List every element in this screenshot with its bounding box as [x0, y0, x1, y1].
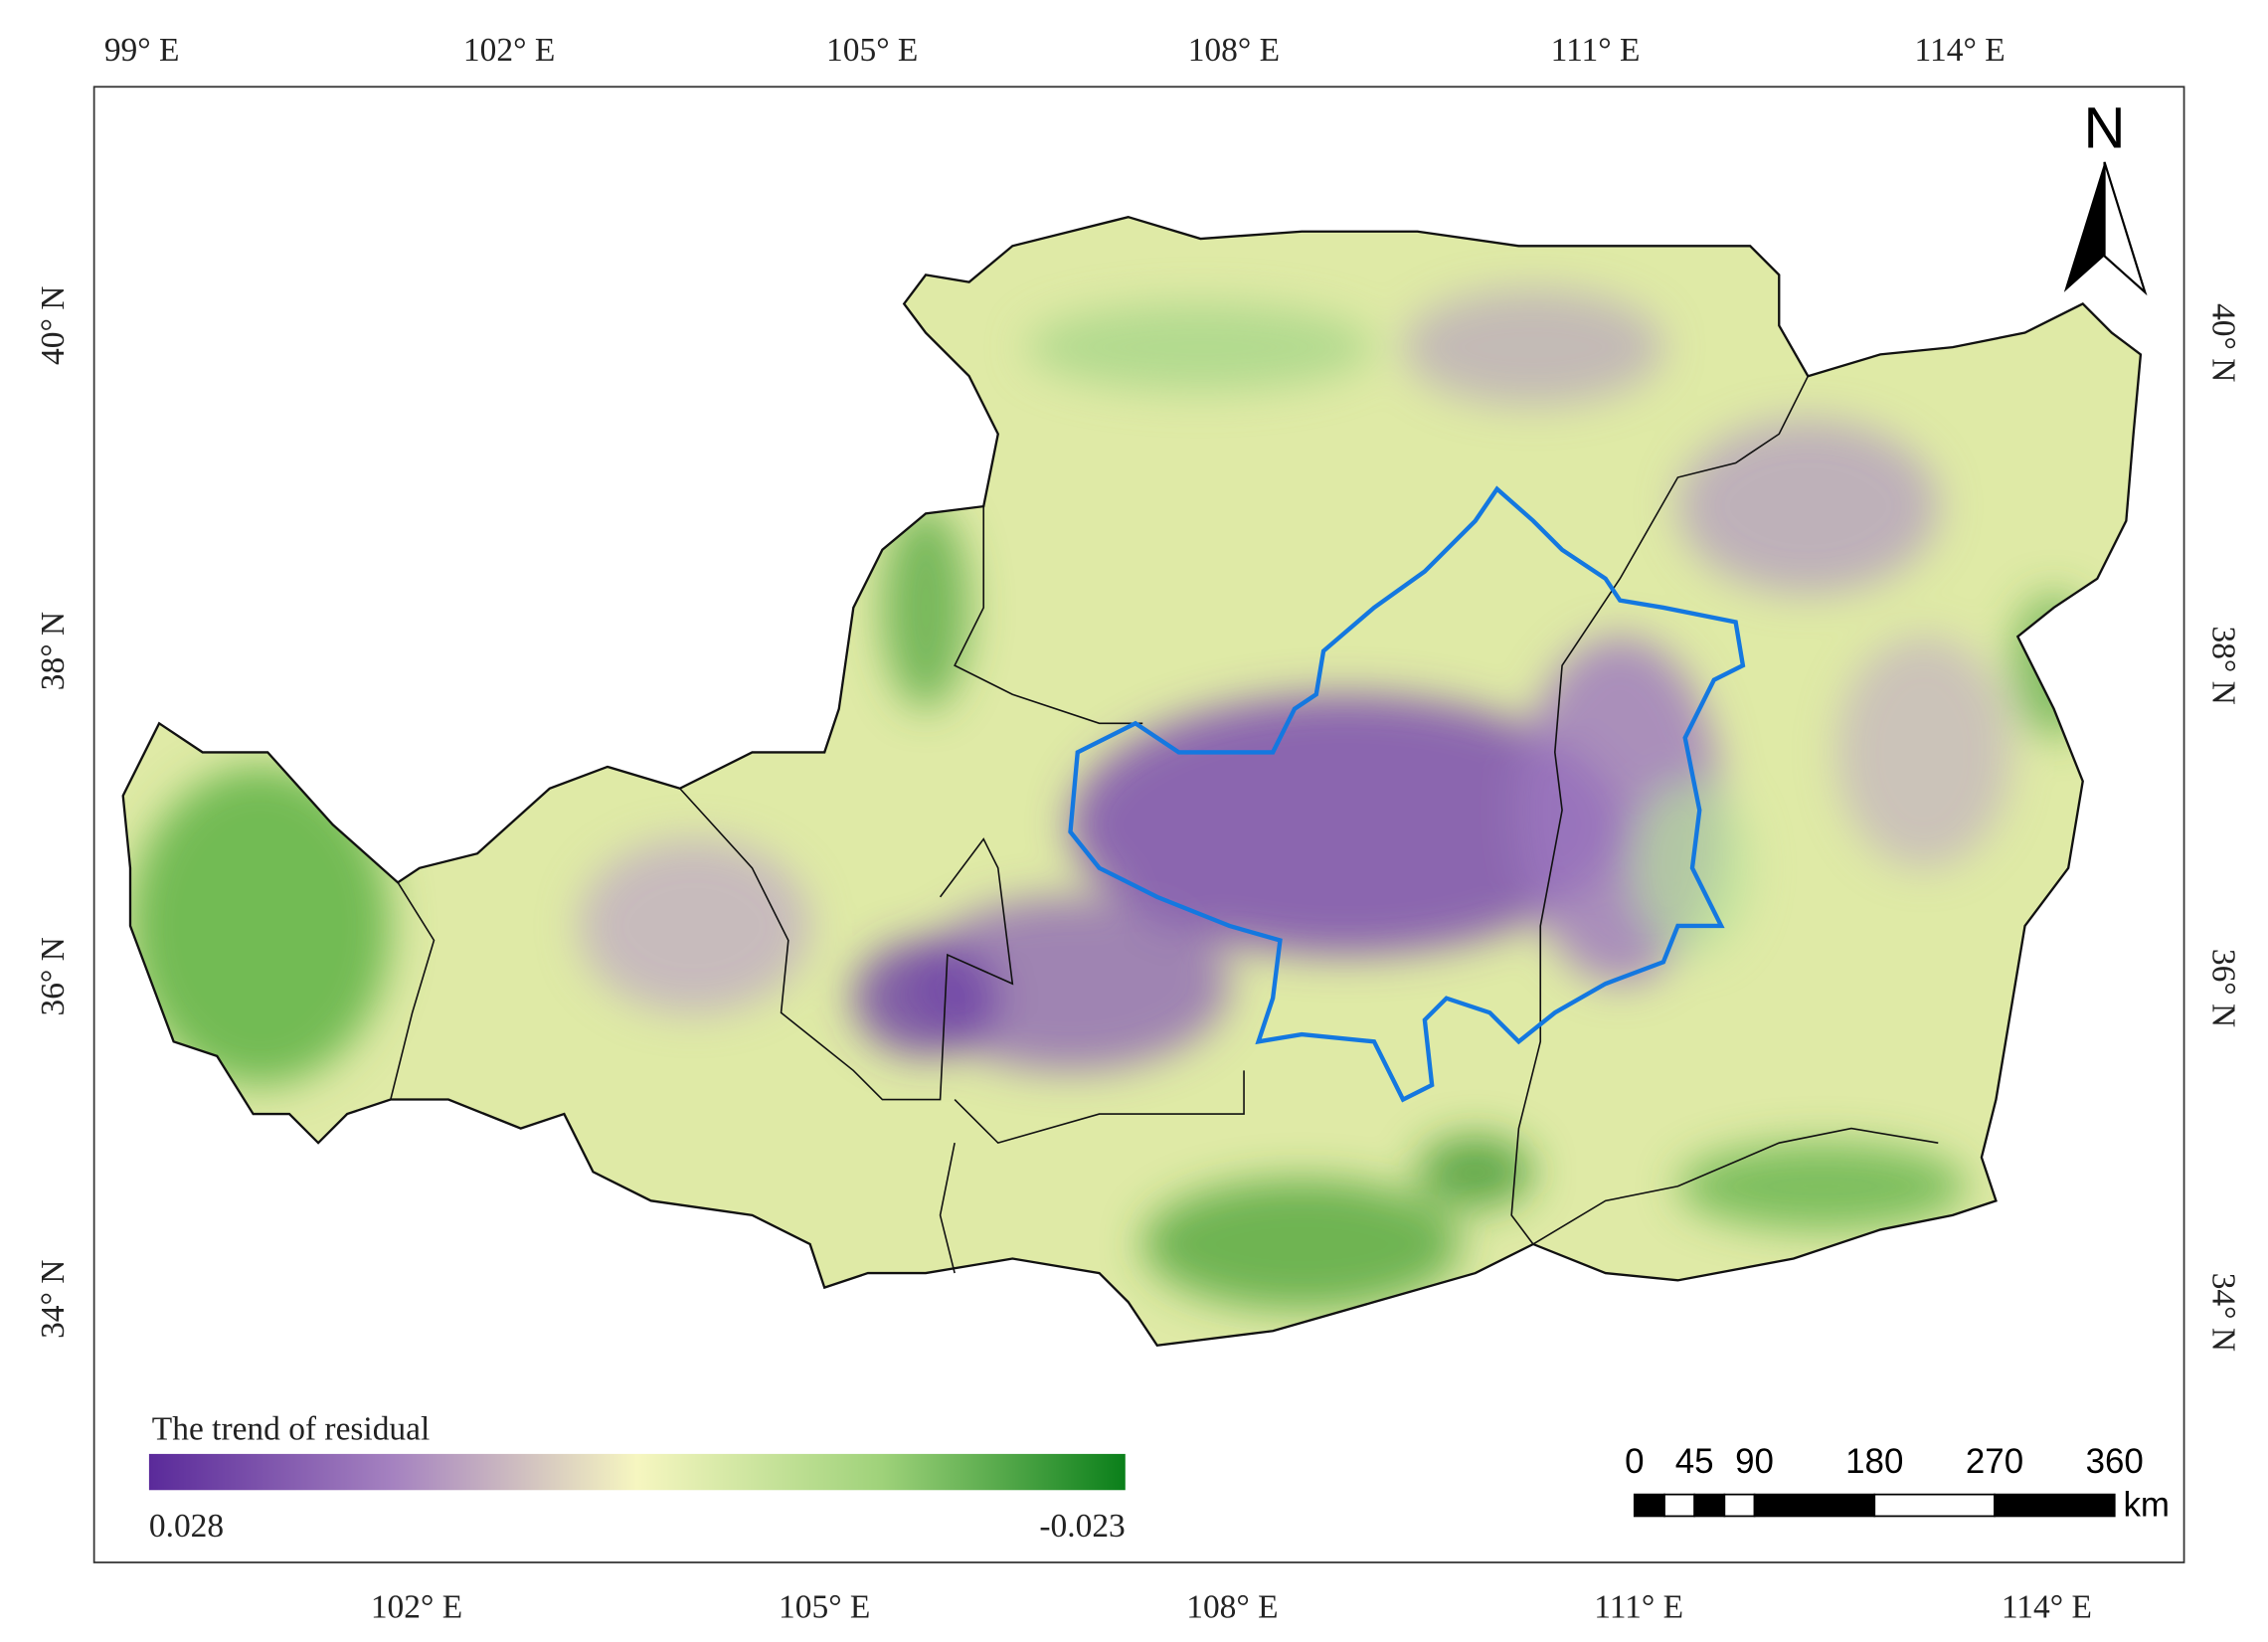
- legend-title: The trend of residual: [152, 1410, 430, 1447]
- scale-segment: [1693, 1493, 1726, 1518]
- top-lon-label: 108° E: [1188, 32, 1280, 69]
- scale-tick-label: 0: [1625, 1442, 1644, 1481]
- raster: [122, 217, 2141, 1346]
- region-boundary: [121, 215, 2143, 1348]
- scale-segment: [1633, 1493, 1665, 1518]
- bottom-lon-label: 111° E: [1594, 1588, 1683, 1625]
- scale-tick-label: 45: [1675, 1442, 1714, 1481]
- raster-patterns: [129, 288, 2098, 1310]
- top-lon-label: 102° E: [463, 32, 555, 69]
- legend-colorbar: [148, 1453, 1126, 1491]
- scale-segment: [1873, 1493, 1996, 1518]
- scale-bar: 0 45 90 180 270 360 km: [1625, 1442, 2170, 1525]
- north-label: N: [2084, 95, 2126, 160]
- left-lat-label: 40° N: [35, 286, 72, 365]
- right-lat-label: 34° N: [2205, 1273, 2242, 1352]
- legend-max: -0.023: [1039, 1508, 1125, 1545]
- scale-segment: [1753, 1493, 1876, 1518]
- right-lat-label: 40° N: [2205, 303, 2242, 382]
- scale-tick-label: 360: [2086, 1442, 2144, 1481]
- scale-segment: [1723, 1493, 1756, 1518]
- left-lat-label: 38° N: [35, 612, 72, 690]
- north-arrow-left: [2063, 161, 2105, 292]
- left-lat-label: 34° N: [35, 1260, 72, 1339]
- scale-unit: km: [2123, 1485, 2170, 1524]
- legend: The trend of residual 0.028 -0.023: [148, 1410, 1126, 1545]
- bottom-lon-label: 114° E: [2002, 1588, 2092, 1625]
- graticule-labels: 99° E 102° E 105° E 108° E 111° E 114° E 102° …: [35, 32, 2242, 1625]
- top-lon-label: 111° E: [1551, 32, 1641, 69]
- top-lon-label: 99° E: [104, 32, 180, 69]
- scale-tick-label: 90: [1735, 1442, 1774, 1481]
- north-arrow: N: [2063, 95, 2148, 296]
- scale-tick-label: 180: [1845, 1442, 1903, 1481]
- scale-segment: [1994, 1493, 2116, 1518]
- north-arrow-right: [2103, 161, 2148, 296]
- bottom-lon-label: 108° E: [1186, 1588, 1278, 1625]
- legend-min: 0.028: [149, 1508, 224, 1545]
- scale-segment: [1663, 1493, 1696, 1518]
- right-lat-label: 38° N: [2205, 626, 2242, 704]
- bottom-lon-label: 105° E: [779, 1588, 870, 1625]
- right-lat-label: 36° N: [2205, 949, 2242, 1027]
- scale-tick-label: 270: [1966, 1442, 2023, 1481]
- top-lon-label: 114° E: [1915, 32, 2006, 69]
- map-frame: [92, 86, 2185, 1563]
- left-lat-label: 36° N: [35, 937, 72, 1015]
- top-lon-label: 105° E: [826, 32, 918, 69]
- province-boundaries: [390, 375, 1939, 1274]
- bottom-lon-label: 102° E: [371, 1588, 462, 1625]
- study-area-boundary: [1068, 485, 1746, 1103]
